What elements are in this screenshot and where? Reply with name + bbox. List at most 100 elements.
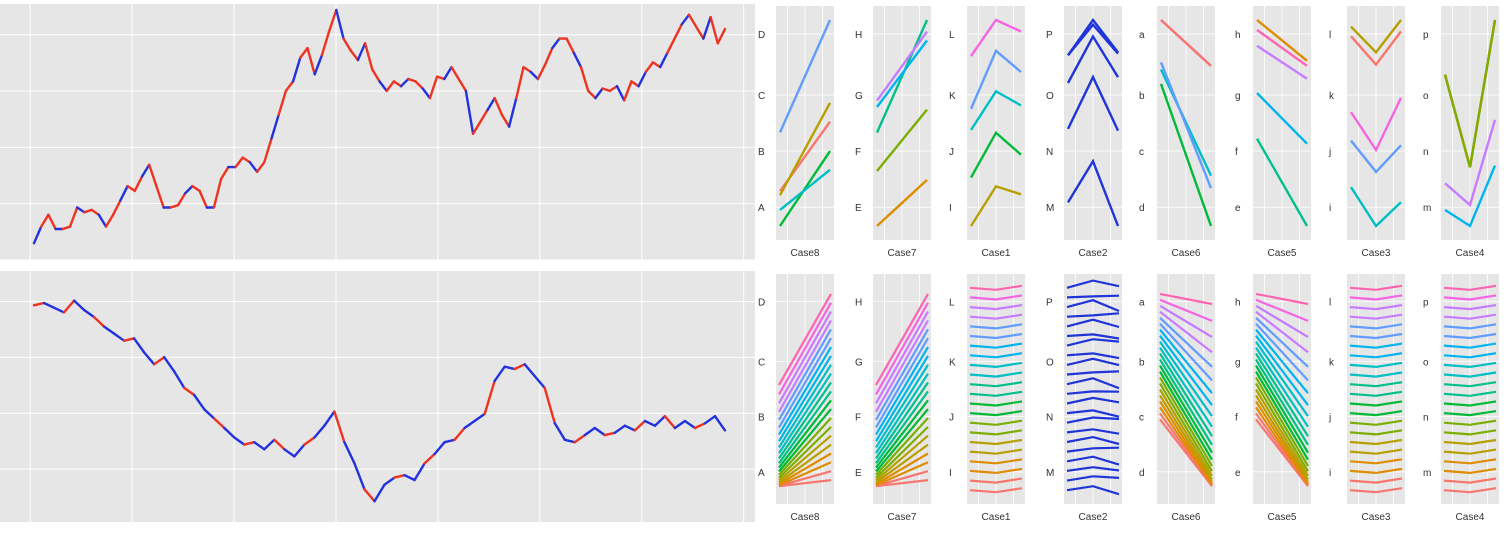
case-top-4-ylabel: d	[1139, 203, 1145, 214]
case-bottom-3-line	[1066, 338, 1120, 347]
case-bottom-5-line	[1255, 292, 1309, 306]
case-bottom-3-ylabel: N	[1046, 413, 1053, 424]
case-bottom-6-line	[1349, 294, 1403, 301]
case-bottom-7-line	[1443, 390, 1497, 397]
top-series-segment	[327, 8, 338, 33]
case-bottom-5-ylabel: f	[1235, 413, 1238, 424]
case-top-3-line	[1066, 74, 1120, 132]
case-top-7-ylabel: m	[1423, 203, 1431, 214]
case-bottom-2-line	[969, 400, 1023, 407]
case-bottom-6-line	[1349, 284, 1403, 291]
top-series-segment	[219, 165, 230, 181]
case-bottom-7-line	[1443, 284, 1497, 291]
bottom-series-segment	[172, 370, 186, 390]
case-bottom-4-ylabel: d	[1139, 468, 1145, 479]
top-series-segment	[716, 27, 727, 45]
case-top-3-xlabel: Case2	[1079, 248, 1108, 259]
top-series-segment	[651, 61, 662, 69]
case-bottom-4-line	[1159, 298, 1213, 322]
bottom-series-segment	[523, 363, 536, 378]
case-bottom-7-line	[1443, 458, 1497, 465]
bottom-series-segment	[433, 441, 446, 456]
bottom-series-segment	[323, 410, 336, 427]
case-bottom-0-line	[778, 373, 832, 454]
case-bottom-5-line	[1255, 298, 1309, 322]
top-series-segment	[119, 184, 129, 202]
bottom-series-segment	[112, 332, 126, 342]
case-bottom-3-line	[1066, 409, 1120, 418]
case-bottom-6-line	[1349, 332, 1403, 340]
top-series-segment	[248, 161, 259, 174]
top-series-segment	[471, 120, 482, 136]
case-bottom-1-line	[875, 390, 929, 464]
top-series-segment	[392, 80, 403, 88]
case-bottom-1-line	[875, 461, 929, 487]
case-bottom-0-ylabel: B	[758, 413, 765, 424]
bottom-series-segment	[683, 419, 697, 430]
top-series-segment	[486, 96, 496, 112]
bottom-series-segment	[102, 325, 116, 335]
case-bottom-1-line	[875, 381, 929, 460]
case-bottom-0-line	[778, 479, 832, 488]
case-top-2-line	[969, 48, 1022, 110]
bottom-series-segment	[62, 299, 76, 314]
case-bottom-0-line	[778, 390, 832, 464]
bottom-series-segment	[513, 363, 526, 371]
case-bottom-4-xlabel: Case6	[1172, 512, 1201, 522]
bottom-series-segment	[273, 438, 286, 451]
top-series-segment	[421, 87, 432, 100]
case-bottom-3-ylabel: P	[1046, 298, 1053, 309]
figure: A B C D Case8 A B C D Case8 E F G H Case7 E F G H Case7 I J K L…	[0, 4, 1499, 522]
top-series-segment	[407, 77, 417, 83]
bottom-series-segment	[533, 374, 546, 390]
top-series-segment	[191, 184, 201, 193]
case-bottom-5-line	[1255, 400, 1309, 483]
case-top-6-ylabel: i	[1329, 203, 1331, 214]
bottom-series-segment	[122, 337, 136, 342]
case-top-1-ylabel: F	[855, 147, 861, 158]
case-bottom-3-line	[1066, 446, 1120, 453]
top-series-segment	[61, 225, 72, 231]
case-bottom-7-line	[1443, 342, 1497, 349]
case-top-1-ylabel: G	[855, 91, 863, 102]
case-top-6-ylabel: k	[1329, 91, 1335, 102]
top-series-segment	[183, 184, 194, 195]
case-bottom-2-line	[969, 294, 1023, 301]
case-bottom-1-line	[875, 373, 929, 454]
bottom-series-segment	[633, 419, 647, 432]
bottom-series-segment	[613, 424, 627, 434]
bottom-series-panel	[0, 271, 755, 522]
top-series-segment	[579, 65, 590, 93]
case-bottom-5-ylabel: e	[1235, 468, 1241, 479]
top-series-segment	[68, 206, 79, 228]
bottom-series-segment	[453, 426, 466, 441]
top-series-segment	[97, 213, 108, 228]
case-bottom-0-ylabel: A	[758, 468, 765, 479]
bottom-series-segment	[202, 408, 216, 420]
top-series-segment	[623, 80, 633, 102]
case-bottom-2-line	[969, 487, 1023, 494]
bottom-series-segment	[303, 436, 316, 446]
case-bottom-0-line	[778, 302, 832, 395]
case-top-4-line	[1159, 83, 1213, 227]
case-bottom-3-line	[1066, 466, 1120, 472]
top-series-segment	[414, 80, 424, 90]
case-bottom-6-line	[1349, 467, 1403, 475]
bottom-series-segment	[182, 386, 196, 397]
case-bottom-0-line	[778, 355, 832, 442]
case-top-5-ylabel: e	[1235, 203, 1241, 214]
top-series-segment	[551, 37, 561, 50]
case-bottom-5-line	[1255, 365, 1309, 454]
case-bottom-4-line	[1159, 323, 1213, 382]
case-bottom-3-line	[1066, 475, 1120, 482]
case-top-5-line	[1256, 29, 1308, 67]
case-bottom-0-line	[778, 417, 832, 476]
case-bottom-7-line	[1443, 467, 1497, 475]
case-bottom-2-line	[969, 352, 1023, 359]
case-bottom-5-line	[1255, 359, 1309, 446]
bottom-series-segment	[82, 308, 96, 319]
bottom-series-segment	[483, 379, 496, 416]
top-series-segment	[529, 70, 540, 81]
case-bottom-0-line	[778, 319, 832, 413]
case-bottom-7-line	[1443, 400, 1497, 407]
